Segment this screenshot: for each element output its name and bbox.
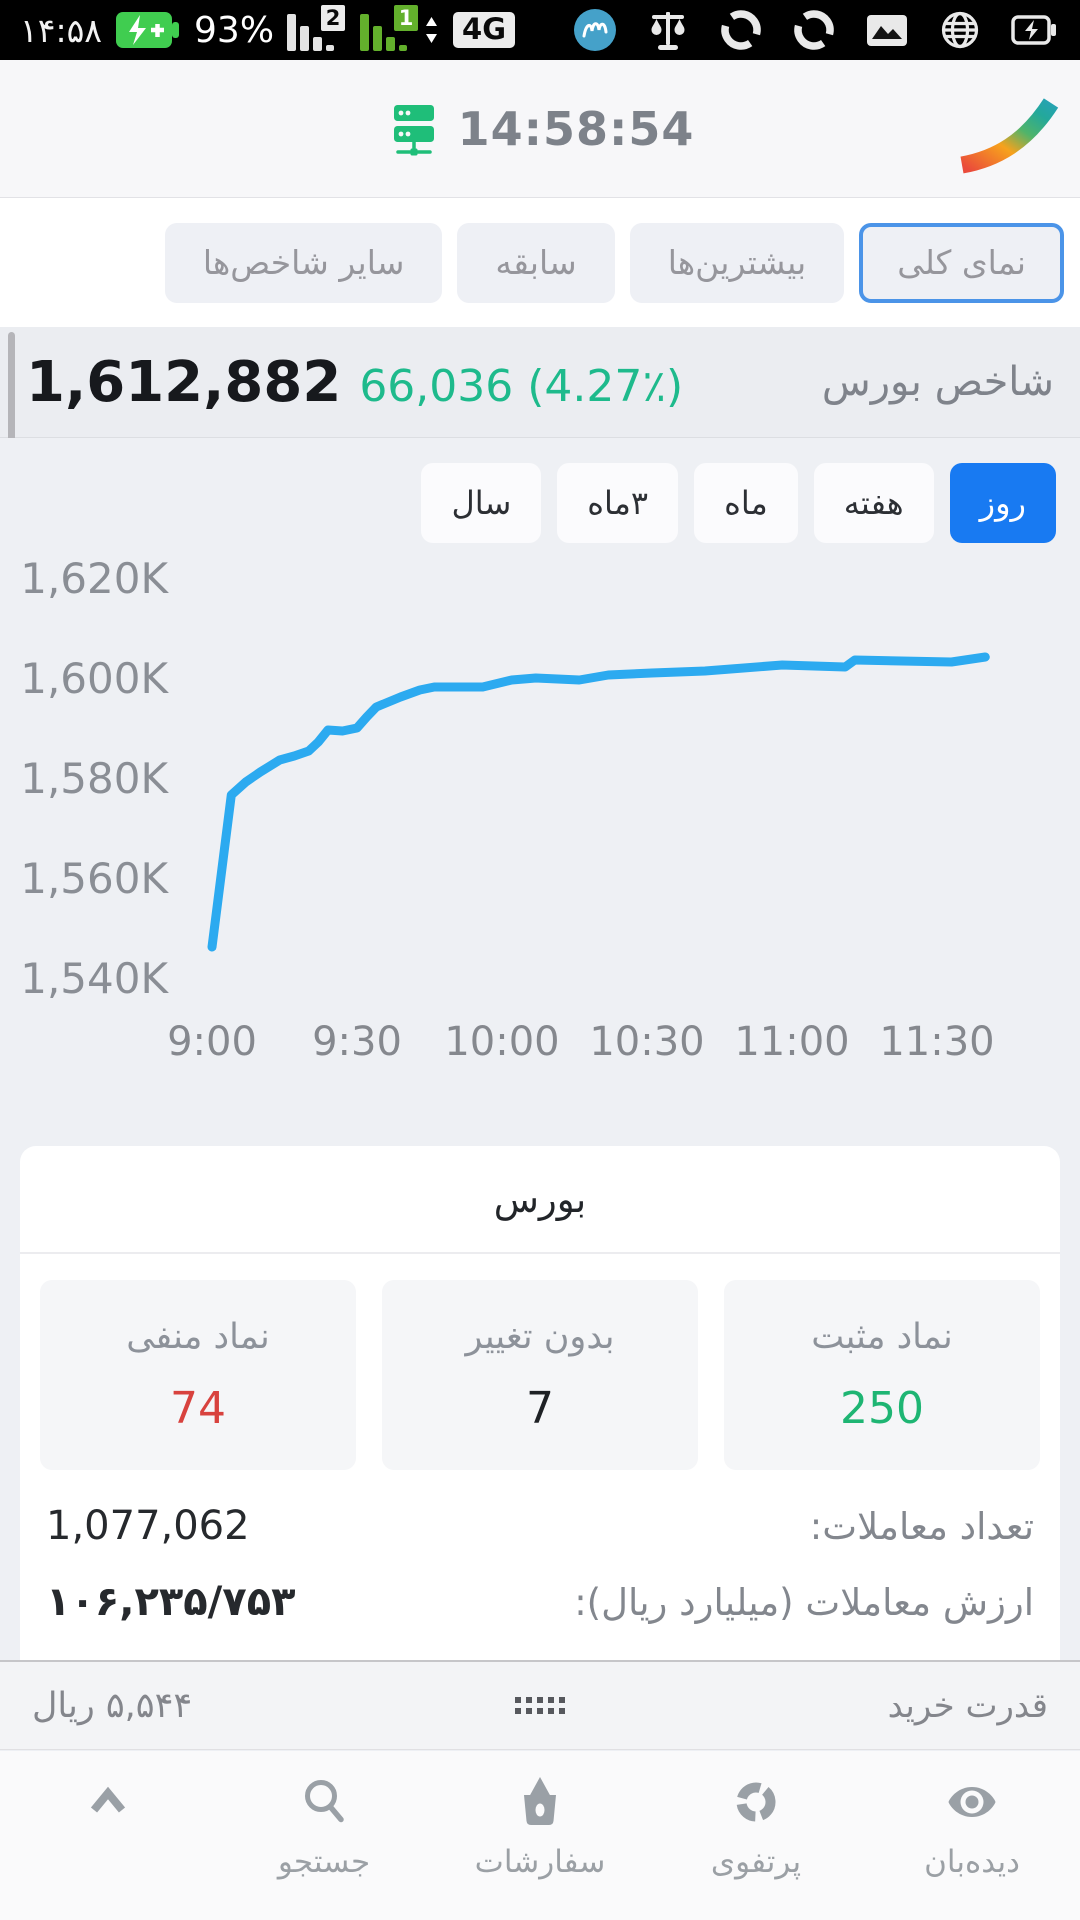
server-time: 14:58:54 [457, 101, 695, 156]
range-week-button[interactable]: هفته [813, 463, 934, 543]
tab-history[interactable]: سابقه [457, 222, 615, 303]
notification-app-icon [574, 9, 616, 51]
market-info-rows: تعداد معاملات: 1,077,062 ارزش معاملات (م… [46, 1488, 1034, 1640]
stat-positive-symbols: نماد مثبت 250 [724, 1280, 1040, 1470]
top-tab-bar: نمای کلی بیشترین‌ها سابقه سایر شاخص‌ها [0, 198, 1080, 327]
signal-strength-sim1-icon: 2 [287, 5, 346, 51]
trades-count-row: تعداد معاملات: 1,077,062 [46, 1488, 1034, 1564]
data-up-arrow-icon [426, 17, 438, 26]
basket-icon [512, 1767, 568, 1837]
y-axis-tick: 1,580K [20, 754, 169, 803]
stat-label: نماد مثبت [811, 1316, 953, 1357]
nav-collapse[interactable] [0, 1767, 216, 1920]
index-change: 66,036 (4.27٪) [359, 360, 684, 412]
nav-label: سفارشات [474, 1844, 606, 1880]
stat-value: 74 [170, 1382, 226, 1434]
search-icon [296, 1767, 352, 1837]
tab-other-indices[interactable]: سایر شاخص‌ها [164, 222, 443, 303]
scales-icon [651, 12, 685, 50]
range-label: سال [451, 484, 512, 522]
status-bar: ۱۴:۵۸ 93% 2 1 4G [0, 0, 1080, 60]
battery-status-icon [1011, 15, 1056, 45]
data-down-arrow-icon [426, 34, 438, 43]
nav-label: جستجو [277, 1844, 371, 1880]
buying-power-value: ۵,۵۴۴ ریال [32, 1685, 193, 1726]
tab-overview[interactable]: نمای کلی [859, 222, 1064, 303]
x-axis-tick: 9:00 [167, 1019, 257, 1065]
tab-label: سایر شاخص‌ها [202, 243, 405, 282]
index-value: 1,612,882 [26, 349, 342, 415]
nav-search[interactable]: جستجو [216, 1767, 432, 1920]
y-axis-tick: 1,560K [20, 854, 169, 903]
tab-tops[interactable]: بیشترین‌ها [629, 222, 845, 303]
drag-handle-icon[interactable] [514, 1697, 565, 1714]
nav-label: دیده‌بان [924, 1844, 1020, 1880]
buying-power-bar[interactable]: قدرت خرید ۵,۵۴۴ ریال [0, 1660, 1080, 1750]
x-axis-tick: 10:30 [589, 1019, 704, 1065]
stat-value: 7 [526, 1382, 554, 1434]
stat-label: بدون تغییر [465, 1316, 615, 1357]
app-header: 14:58:54 [0, 60, 1080, 198]
range-year-button[interactable]: سال [421, 463, 542, 543]
nav-watchlist[interactable]: دیده‌بان [864, 1767, 1080, 1920]
index-chart-section: روز هفته ماه ۳ماه سال 1,620K 1,600K 1,580K… [0, 438, 1080, 1146]
x-axis-tick: 9:30 [312, 1019, 402, 1065]
x-axis-tick: 11:30 [879, 1019, 994, 1065]
stat-value: 250 [840, 1382, 924, 1434]
symbol-stats: نماد مثبت 250 بدون تغییر 7 نماد منفی 74 [40, 1280, 1040, 1470]
signal-strength-sim2-icon: 1 [360, 5, 438, 51]
x-axis-tick: 11:00 [734, 1019, 849, 1065]
range-3month-button[interactable]: ۳ماه [557, 463, 679, 543]
nav-portfolio[interactable]: پرتفوی [648, 1767, 864, 1920]
nav-orders[interactable]: سفارشات [432, 1767, 648, 1920]
y-axis-tick: 1,600K [20, 654, 169, 703]
tab-label: سابقه [495, 243, 577, 282]
market-summary-card: بورس نماد مثبت 250 بدون تغییر 7 نماد منف… [20, 1146, 1060, 1660]
network-type-badge: 4G [453, 12, 516, 48]
bottom-nav-bar: دیده‌بان پرتفوی سفارشات [0, 1751, 1080, 1920]
trades-count-label: تعداد معاملات: [809, 1504, 1034, 1548]
donut-chart-icon [728, 1767, 784, 1837]
y-axis-tick: 1,540K [20, 954, 169, 1003]
chevron-up-icon [80, 1767, 136, 1837]
status-clock: ۱۴:۵۸ [20, 10, 103, 50]
stat-negative-symbols: نماد منفی 74 [40, 1280, 356, 1470]
opera-browser-icon [721, 10, 761, 50]
market-card-title: بورس [20, 1146, 1060, 1254]
buying-power-label: قدرت خرید [887, 1685, 1048, 1726]
chart-range-buttons: روز هفته ماه ۳ماه سال [421, 463, 1056, 543]
globe-icon [941, 11, 979, 49]
svg-text:2: 2 [326, 6, 341, 30]
tab-label: نمای کلی [897, 243, 1026, 282]
trades-value-value: ۱۰۶,۲۳۵/۷۵۳ [46, 1579, 296, 1625]
battery-percent: 93% [194, 9, 275, 51]
brand-logo-swoosh-icon [960, 98, 1059, 174]
y-axis-tick: 1,620K [20, 554, 169, 603]
stat-label: نماد منفی [126, 1316, 270, 1357]
range-label: ۳ماه [587, 484, 649, 522]
index-name: شاخص بورس [821, 359, 1054, 405]
chart-line-series [207, 652, 990, 952]
server-status-icon [393, 104, 434, 155]
range-label: روز [979, 484, 1026, 522]
trades-count-value: 1,077,062 [46, 1503, 250, 1549]
screenshot-image-icon [867, 15, 907, 46]
battery-charging-plus-icon [116, 12, 180, 48]
range-month-button[interactable]: ماه [694, 463, 798, 543]
range-label: هفته [843, 484, 904, 522]
stat-unchanged-symbols: بدون تغییر 7 [382, 1280, 698, 1470]
eye-icon [944, 1767, 1000, 1837]
range-label: ماه [724, 484, 768, 522]
range-day-button[interactable]: روز [949, 463, 1056, 543]
index-line-chart[interactable]: 1,620K 1,600K 1,580K 1,560K 1,540K 9:00 9:30 10… [0, 545, 1080, 1146]
nav-label: پرتفوی [710, 1844, 802, 1880]
opera-browser-icon-2 [794, 10, 834, 50]
x-axis-tick: 10:00 [444, 1019, 559, 1065]
tab-label: بیشترین‌ها [667, 243, 807, 282]
trades-value-label: ارزش معاملات (میلیارد ریال): [574, 1580, 1034, 1624]
index-summary-row[interactable]: شاخص بورس 1,612,882 66,036 (4.27٪) [0, 327, 1080, 438]
svg-text:1: 1 [399, 6, 414, 30]
trades-value-row: ارزش معاملات (میلیارد ریال): ۱۰۶,۲۳۵/۷۵۳ [46, 1564, 1034, 1640]
